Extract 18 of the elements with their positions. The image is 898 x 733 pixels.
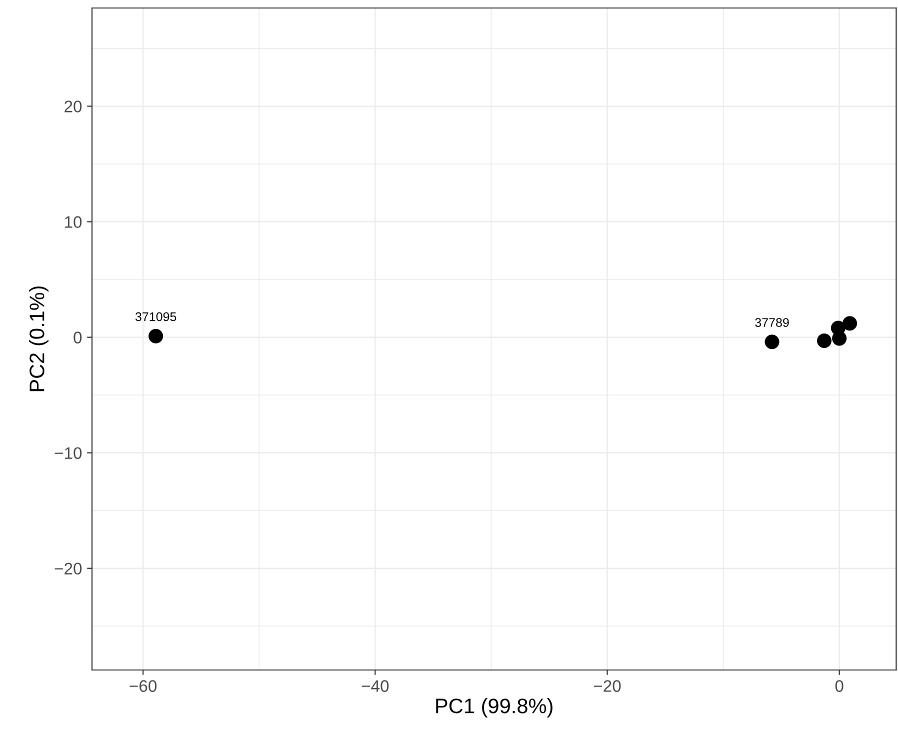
x-tick-label: −60 (130, 680, 157, 692)
point (842, 316, 858, 331)
y-axis-title: PC2 (0.1%) (29, 286, 48, 392)
point (830, 320, 846, 336)
x-tick-label: −40 (362, 680, 389, 692)
y-tick-label: −10 (54, 447, 82, 459)
point (816, 333, 832, 348)
y-tick-label: 0 (74, 332, 82, 344)
x-tick-label: 0 (835, 680, 844, 692)
y-tick-label: −20 (54, 562, 82, 575)
x-axis-title: PC1 (99.8%) (436, 698, 552, 718)
y-tick-label: 10 (65, 216, 82, 228)
point (148, 328, 164, 344)
annotation: 371095 (135, 312, 176, 322)
x-tick-label: −20 (594, 680, 621, 692)
point (764, 334, 780, 350)
annotation: 37789 (755, 318, 789, 327)
y-tick-label: 20 (64, 100, 82, 112)
